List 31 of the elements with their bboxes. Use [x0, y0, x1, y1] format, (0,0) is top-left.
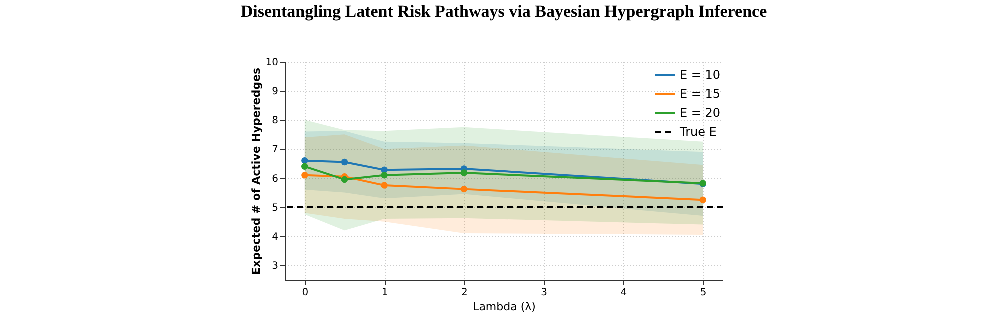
- point: [341, 176, 348, 184]
- point: [700, 196, 706, 204]
- y-tick-label: 8: [272, 116, 278, 127]
- y-tick-label: 7: [272, 144, 278, 156]
- y-tick-label: 4: [272, 232, 278, 243]
- y-tick-label: 6: [272, 174, 278, 185]
- point: [381, 182, 388, 189]
- chart-title: Disentangling Latent Risk Pathways via Bayesian Hypergraph Inference: [240, 2, 768, 21]
- point: [302, 172, 308, 179]
- x-tick-label: 2: [461, 288, 468, 298]
- x-axis-title: Lambda (λ): [473, 300, 536, 314]
- x-tick-label: 5: [700, 288, 707, 298]
- x-tick-label: 1: [382, 288, 388, 298]
- legend-label: E = 20: [680, 106, 721, 120]
- y-tick-label: 5: [272, 202, 278, 214]
- point: [341, 158, 348, 166]
- x-tick-label: 3: [541, 288, 548, 298]
- point: [302, 163, 308, 170]
- x-tick-label: 0: [302, 288, 309, 298]
- y-tick-label: 3: [272, 260, 278, 272]
- point: [460, 186, 468, 193]
- legend-label: True E: [679, 125, 717, 139]
- legend-label: E = 10: [680, 68, 721, 82]
- x-tick-label: 4: [620, 288, 628, 298]
- point: [460, 170, 468, 176]
- y-tick-label: 10: [266, 58, 278, 68]
- point: [381, 172, 388, 179]
- legend-label: E = 15: [680, 87, 721, 101]
- y-tick-label: 9: [272, 86, 278, 98]
- y-axis-title: Expected # of Active Hyperedges: [250, 68, 263, 275]
- point: [302, 157, 308, 164]
